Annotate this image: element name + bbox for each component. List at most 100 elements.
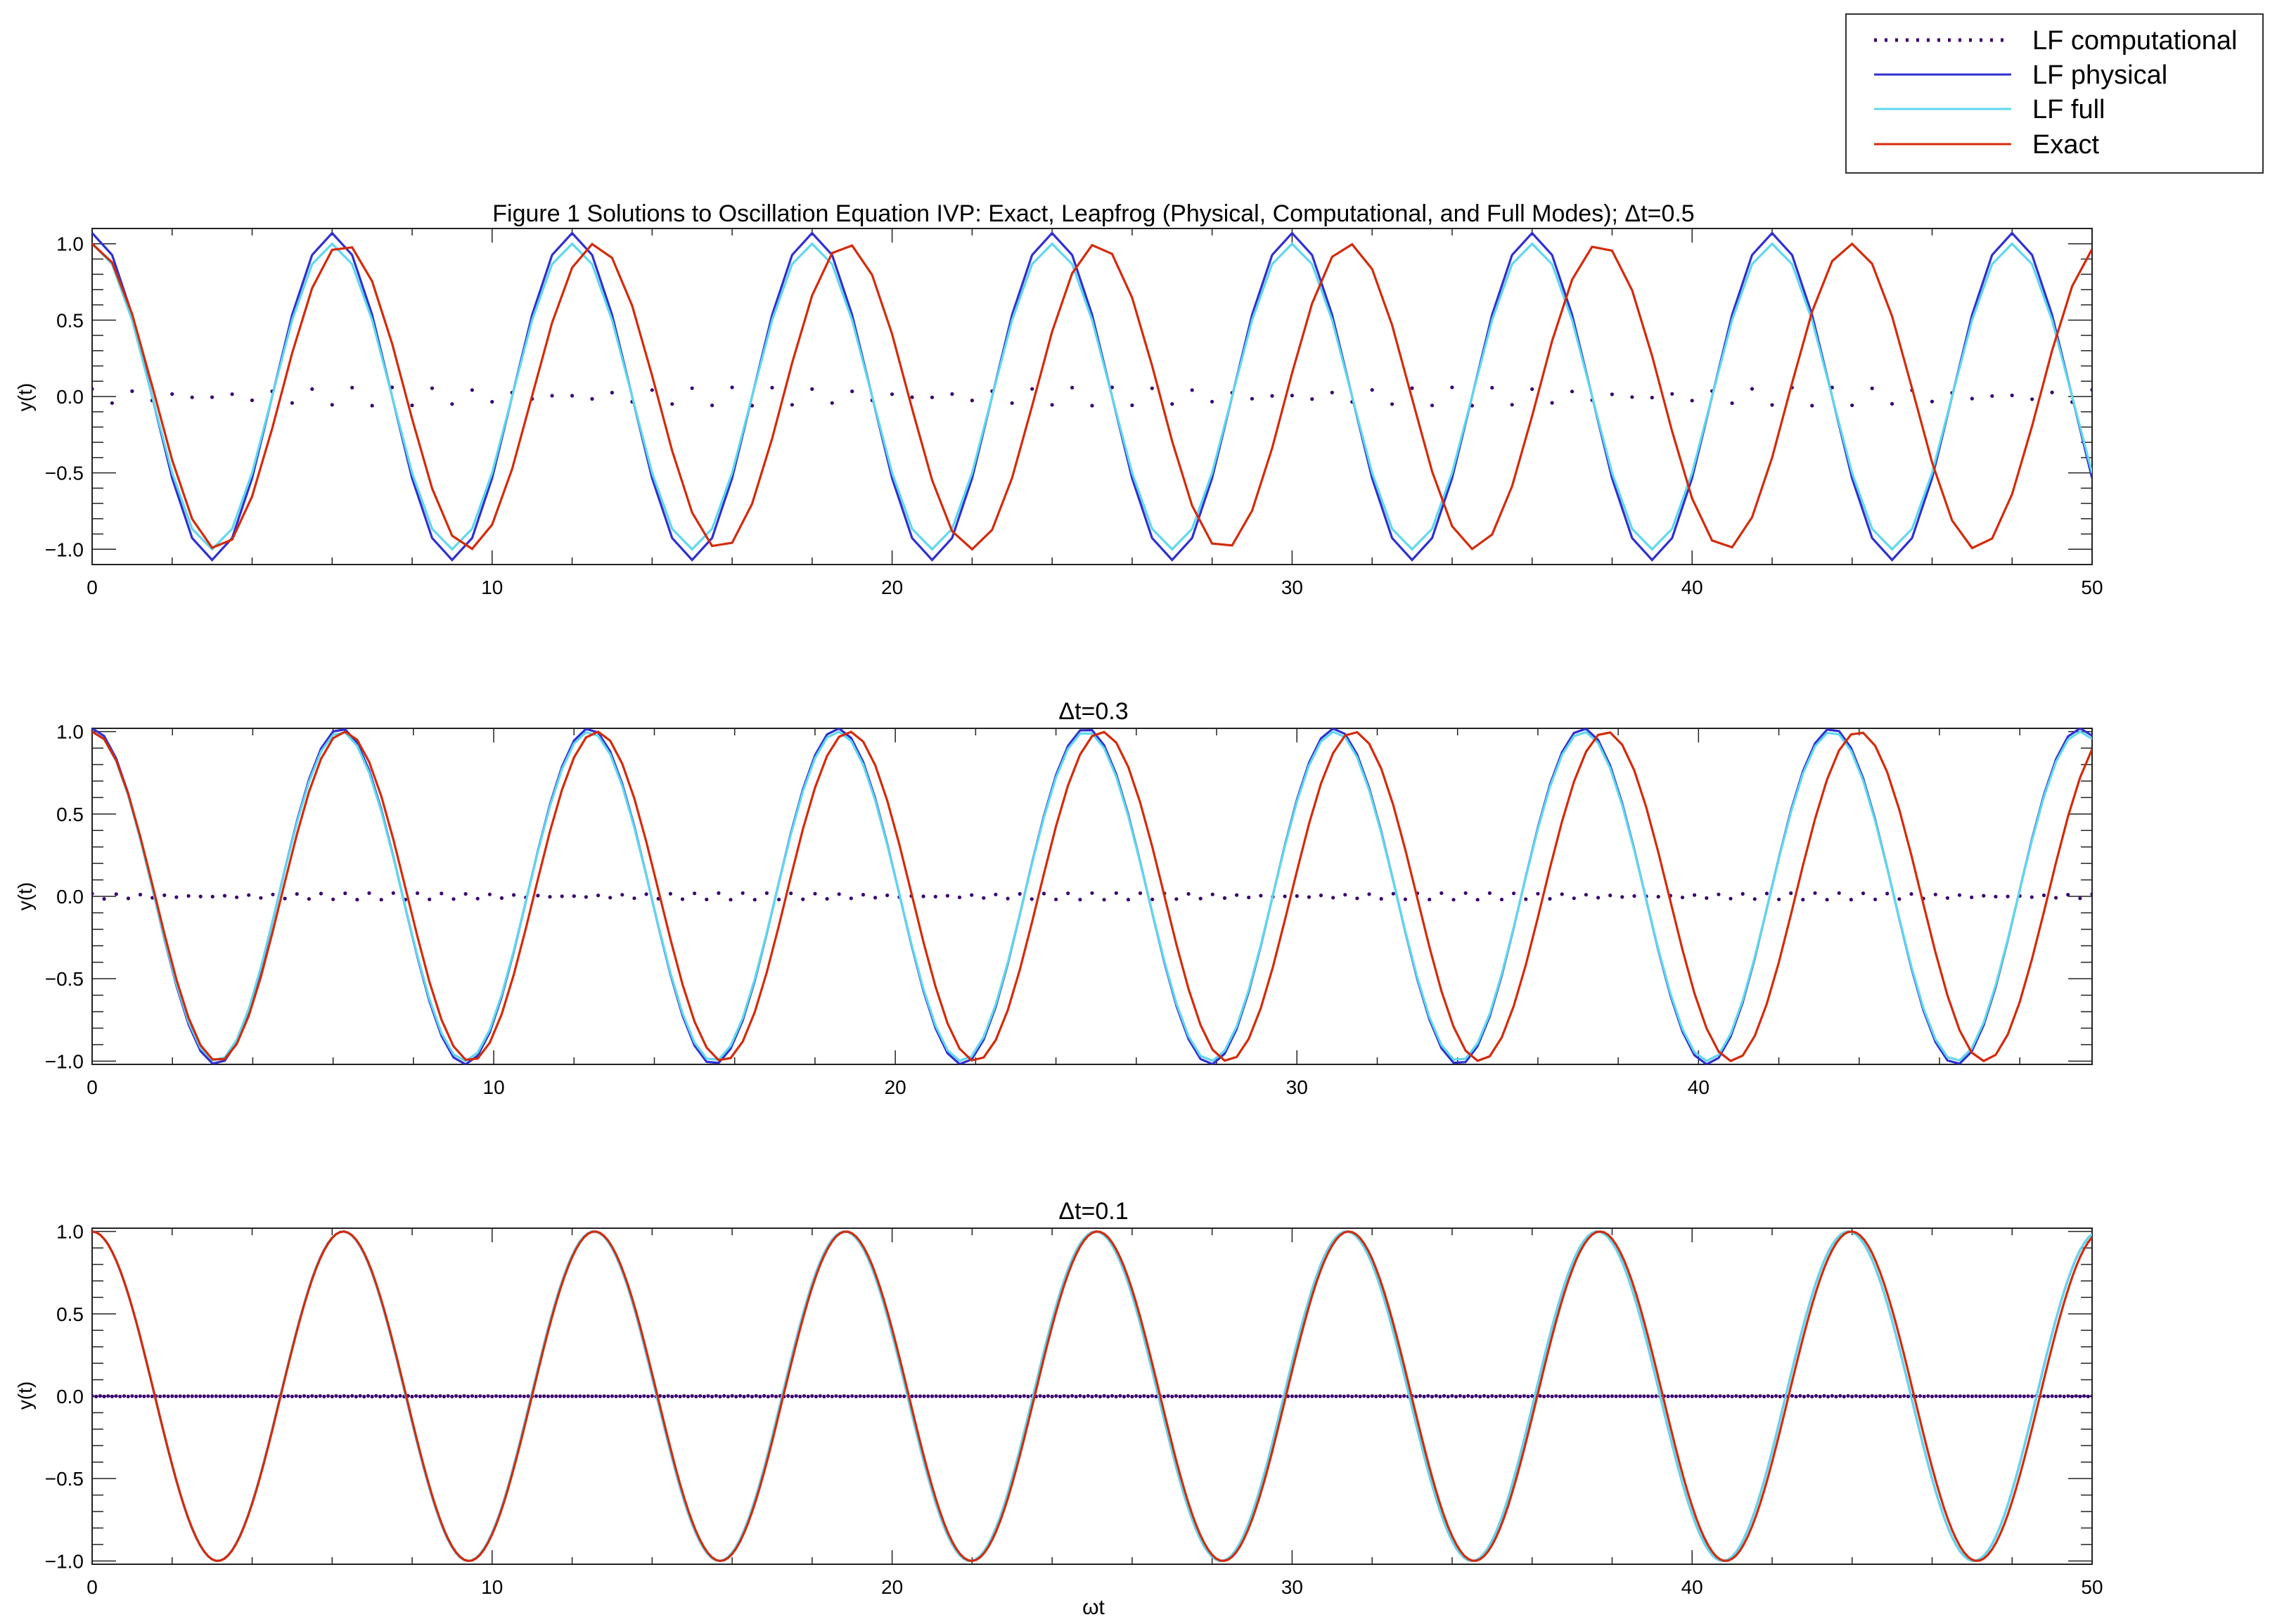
series-point xyxy=(418,1394,423,1398)
series-point xyxy=(1398,1394,1402,1398)
series-point xyxy=(298,1394,302,1398)
series-point xyxy=(1682,1394,1686,1398)
series-point xyxy=(1506,1394,1511,1398)
series-point xyxy=(1222,896,1227,900)
series-point xyxy=(933,894,937,898)
panel-dt-0-5: Figure 1 Solutions to Oscillation Equati… xyxy=(14,200,2103,598)
series-point xyxy=(1114,1394,1118,1399)
x-tick-label: 20 xyxy=(881,576,903,598)
series-point xyxy=(1873,897,1878,901)
series-point xyxy=(319,891,323,896)
x-tick-label: 50 xyxy=(2081,576,2103,598)
series-point xyxy=(886,1394,890,1398)
series-point xyxy=(330,1394,334,1398)
series-point xyxy=(92,891,94,896)
series-point xyxy=(810,387,814,392)
series-point xyxy=(314,1394,319,1398)
series-point xyxy=(1182,1394,1186,1398)
series-point xyxy=(355,898,359,902)
series-point xyxy=(714,1393,718,1398)
series-point xyxy=(343,891,347,896)
series-point xyxy=(1982,894,1986,898)
series-point xyxy=(798,1394,802,1398)
x-tick-label: 50 xyxy=(2081,1576,2103,1598)
series-point xyxy=(1970,397,1974,401)
series-point xyxy=(926,1394,930,1398)
series-point xyxy=(342,1394,346,1398)
series-point xyxy=(198,894,203,898)
series-point xyxy=(1942,1394,1947,1398)
series-point xyxy=(194,1394,198,1398)
series-point xyxy=(1487,891,1492,895)
series-point xyxy=(1430,404,1435,408)
series-point xyxy=(330,403,334,407)
series-point xyxy=(258,1394,262,1398)
series-point xyxy=(470,388,475,392)
series-point xyxy=(1170,1394,1174,1398)
series-point xyxy=(1789,891,1793,896)
series-point xyxy=(890,392,894,397)
series-point xyxy=(1894,1394,1898,1398)
series-point xyxy=(1632,894,1636,898)
series-point xyxy=(247,893,251,897)
series-point xyxy=(1002,1394,1006,1398)
series-point xyxy=(885,893,890,898)
series-point xyxy=(670,402,674,406)
series-point xyxy=(178,1394,182,1398)
series-point xyxy=(1290,1394,1294,1398)
series-point xyxy=(2022,1394,2026,1398)
series-point xyxy=(2090,387,2092,392)
series-point xyxy=(1134,1394,1139,1398)
series-point xyxy=(766,1394,770,1399)
series-point xyxy=(634,1394,639,1398)
series-exact xyxy=(92,730,2092,1063)
series-point xyxy=(1428,897,1432,902)
series-point xyxy=(957,895,962,899)
x-tick-label: 30 xyxy=(1286,1076,1308,1098)
series-point xyxy=(1234,1394,1238,1398)
series-point xyxy=(1946,1394,1950,1398)
series-point xyxy=(1518,1394,1522,1398)
series-point xyxy=(1110,1393,1114,1398)
x-tick-label: 40 xyxy=(1681,576,1703,598)
series-point xyxy=(1810,1394,1814,1399)
series-point xyxy=(2030,1394,2034,1398)
series-point xyxy=(1198,1394,1203,1398)
series-point xyxy=(490,1394,494,1398)
series-point xyxy=(950,392,954,397)
series-point xyxy=(822,1394,826,1398)
y-tick-label: −1.0 xyxy=(45,539,84,560)
series-point xyxy=(126,1394,130,1398)
series-point xyxy=(1886,1394,1890,1398)
panel-1-ylabel: y(t) xyxy=(14,383,36,411)
series-point xyxy=(608,896,613,900)
series-point xyxy=(898,1394,902,1398)
series-point xyxy=(1602,1394,1606,1398)
series-point xyxy=(1058,1394,1063,1398)
series-point xyxy=(1752,897,1757,901)
series-point xyxy=(1358,1394,1362,1398)
series-point xyxy=(1742,1394,1746,1398)
series-point xyxy=(1054,897,1058,901)
series-lf-full xyxy=(92,730,2092,1063)
series-point xyxy=(1254,1394,1258,1398)
series-point xyxy=(1290,394,1294,398)
series-point xyxy=(1010,401,1014,405)
series-lf-physical xyxy=(92,728,2092,1064)
series-point xyxy=(486,1394,490,1398)
series-point xyxy=(1386,1394,1390,1398)
series-point xyxy=(1764,891,1769,896)
series-point xyxy=(598,1394,603,1398)
series-point xyxy=(954,1394,958,1398)
series-point xyxy=(1646,1394,1650,1398)
y-tick-label: 0.5 xyxy=(56,309,84,331)
series-point xyxy=(1870,1394,1874,1398)
series-point xyxy=(910,1394,914,1398)
series-point xyxy=(666,1394,670,1398)
series-point xyxy=(1862,1394,1866,1398)
series-point xyxy=(1674,1394,1678,1398)
series-point xyxy=(526,1394,530,1398)
series-point xyxy=(426,1394,430,1398)
series-point xyxy=(814,1394,819,1398)
series-point xyxy=(1994,1394,1999,1398)
